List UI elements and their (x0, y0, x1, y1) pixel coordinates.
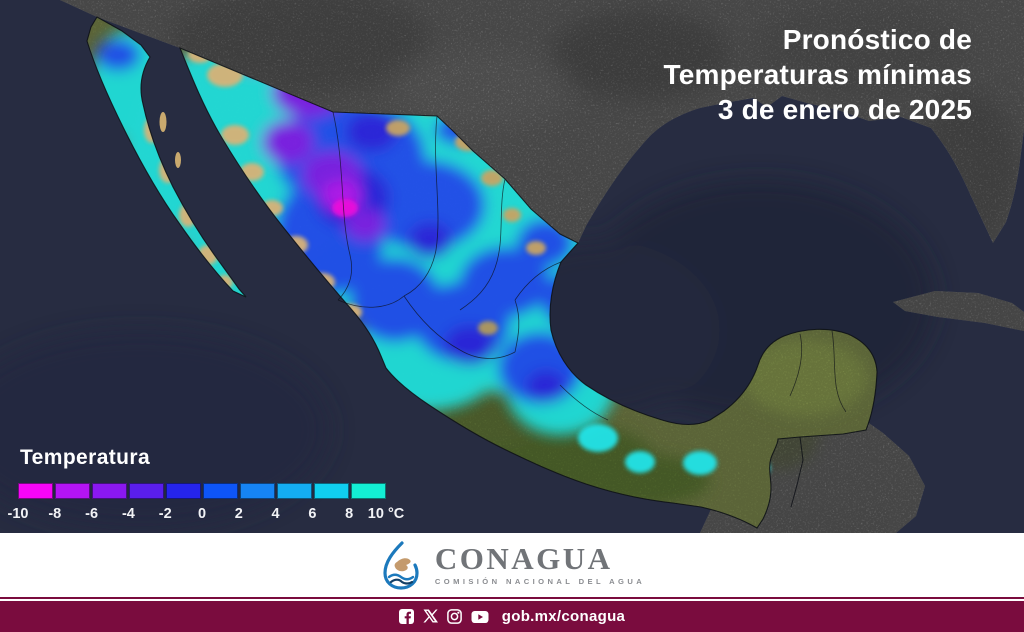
island (175, 152, 181, 168)
temperature-legend: Temperatura -10 -8 -6 -4 -2 0 2 4 6 8 10 °C (8, 446, 438, 526)
state-borders (332, 111, 847, 421)
brand-band: CONAGUA COMISIÓN NACIONAL DEL AGUA (0, 533, 1024, 601)
x-icon[interactable] (423, 609, 438, 624)
mexico-temperature-map (0, 0, 1024, 533)
legend-tick-label: -10 (7, 506, 29, 522)
legend-tick-label: -4 (121, 506, 135, 522)
title-block: Pronóstico de Temperaturas mínimas 3 de … (664, 22, 973, 127)
legend-tick-label: 10 °C (367, 506, 405, 522)
legend-swatch (203, 483, 238, 499)
facebook-icon[interactable] (398, 609, 414, 624)
title-line-1: Pronóstico de (782, 24, 972, 55)
legend-swatch (129, 483, 164, 499)
legend-tick-label: 4 (271, 506, 280, 522)
legend-tick-label: 2 (234, 506, 243, 522)
title-line-2: Temperaturas mínimas (663, 59, 972, 90)
footer-bar: gob.mx/conagua (0, 601, 1024, 632)
legend-tick-label: -6 (85, 506, 99, 522)
brand-subtitle: COMISIÓN NACIONAL DEL AGUA (434, 577, 646, 586)
legend-swatch (351, 483, 386, 499)
legend-color-bar (18, 483, 386, 499)
brand-wordmark: CONAGUA COMISIÓN NACIONAL DEL AGUA (434, 541, 646, 586)
footer-url[interactable]: gob.mx/conagua (501, 608, 626, 625)
legend-swatch (55, 483, 90, 499)
legend-swatch (277, 483, 312, 499)
legend-tick-label: 8 (345, 506, 354, 522)
separator-line (0, 597, 1024, 599)
legend-ticks: -10 -8 -6 -4 -2 0 2 4 6 8 10 °C (8, 506, 418, 526)
legend-title: Temperatura (20, 446, 151, 469)
title-line-3: 3 de enero de 2025 (717, 94, 972, 125)
legend-swatch (92, 483, 127, 499)
legend-tick-label: 6 (308, 506, 317, 522)
instagram-icon[interactable] (446, 609, 462, 624)
brand-name: CONAGUA (434, 541, 613, 576)
legend-swatch (240, 483, 275, 499)
youtube-icon[interactable] (471, 610, 489, 624)
legend-tick-label: -2 (158, 506, 172, 522)
conagua-water-drop-icon (383, 541, 419, 590)
legend-tick-label: 0 (197, 506, 207, 522)
island (159, 112, 167, 132)
map-area (0, 0, 1024, 533)
legend-swatch (18, 483, 53, 499)
legend-swatch (314, 483, 349, 499)
legend-swatch (166, 483, 201, 499)
legend-tick-label: -8 (48, 506, 62, 522)
